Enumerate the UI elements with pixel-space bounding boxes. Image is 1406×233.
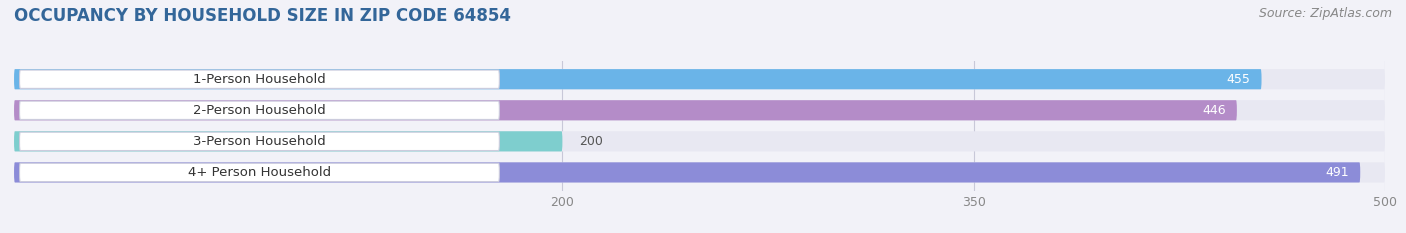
FancyBboxPatch shape <box>14 100 1385 120</box>
FancyBboxPatch shape <box>14 131 1385 151</box>
Text: 446: 446 <box>1202 104 1226 117</box>
FancyBboxPatch shape <box>14 162 1360 182</box>
FancyBboxPatch shape <box>14 162 1385 182</box>
FancyBboxPatch shape <box>20 70 499 88</box>
FancyBboxPatch shape <box>20 101 499 120</box>
Text: 491: 491 <box>1326 166 1350 179</box>
Text: 1-Person Household: 1-Person Household <box>193 73 326 86</box>
Text: 200: 200 <box>579 135 603 148</box>
Text: 3-Person Household: 3-Person Household <box>193 135 326 148</box>
Text: 4+ Person Household: 4+ Person Household <box>188 166 330 179</box>
Text: Source: ZipAtlas.com: Source: ZipAtlas.com <box>1258 7 1392 20</box>
Text: 2-Person Household: 2-Person Household <box>193 104 326 117</box>
FancyBboxPatch shape <box>14 69 1385 89</box>
Text: 455: 455 <box>1226 73 1250 86</box>
Text: OCCUPANCY BY HOUSEHOLD SIZE IN ZIP CODE 64854: OCCUPANCY BY HOUSEHOLD SIZE IN ZIP CODE … <box>14 7 510 25</box>
FancyBboxPatch shape <box>14 131 562 151</box>
FancyBboxPatch shape <box>14 100 1237 120</box>
FancyBboxPatch shape <box>20 163 499 182</box>
FancyBboxPatch shape <box>20 132 499 151</box>
FancyBboxPatch shape <box>14 69 1261 89</box>
